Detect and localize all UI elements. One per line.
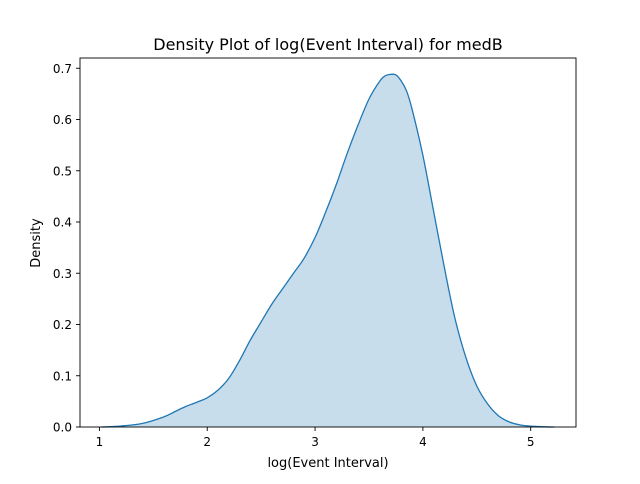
x-tick-label: 3 (311, 435, 319, 449)
chart-title: Density Plot of log(Event Interval) for … (153, 35, 502, 54)
density-area-fill (101, 74, 555, 427)
y-axis-label: Density (29, 218, 44, 268)
y-tick-label: 0.1 (53, 369, 72, 383)
y-tick-label: 0.2 (53, 318, 72, 332)
x-tick-label: 5 (527, 435, 535, 449)
y-tick-label: 0.7 (53, 62, 72, 76)
x-tick-label: 4 (419, 435, 427, 449)
y-tick-label: 0.6 (53, 113, 72, 127)
y-tick-label: 0.4 (53, 216, 72, 230)
x-tick-label: 2 (203, 435, 211, 449)
y-tick-label: 0.0 (53, 421, 72, 435)
x-tick-label: 1 (96, 435, 104, 449)
y-tick-label: 0.3 (53, 267, 72, 281)
y-tick-label: 0.5 (53, 164, 72, 178)
plot-frame (79, 57, 577, 428)
density-curve-line (101, 73, 555, 428)
x-axis-label: log(Event Interval) (267, 456, 388, 471)
